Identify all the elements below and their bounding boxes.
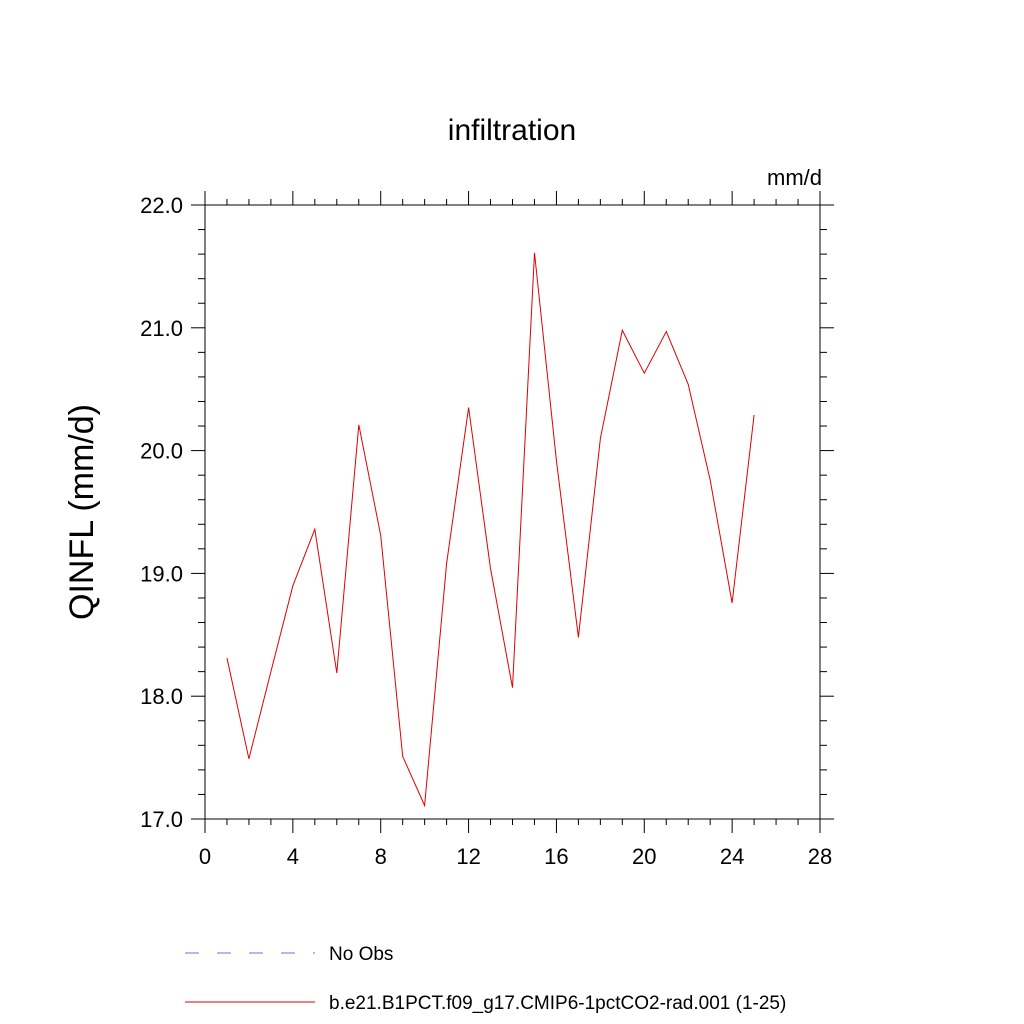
legend-label-model: b.e21.B1PCT.f09_g17.CMIP6-1pctCO2-rad.00… (329, 993, 786, 1014)
x-tick-label: 16 (544, 844, 568, 869)
legend-label-no-obs: No Obs (329, 944, 393, 965)
y-tick-label: 18.0 (140, 684, 183, 709)
x-tick-label: 12 (456, 844, 480, 869)
x-tick-label: 4 (287, 844, 299, 869)
chart-title: infiltration (448, 114, 576, 147)
x-tick-label: 20 (632, 844, 656, 869)
y-tick-label: 19.0 (140, 561, 183, 586)
y-tick-label: 17.0 (140, 807, 183, 832)
series-line (226, 252, 755, 808)
units-label: mm/d (767, 165, 822, 190)
plot-frame (204, 204, 821, 820)
x-tick-label: 28 (808, 844, 832, 869)
y-tick-label: 21.0 (140, 316, 183, 341)
axis-ticks: 0 4 8 12 16 20 24 28 17.0 18.0 19.0 20.0 21.0 22.0 (140, 191, 834, 869)
y-tick-label: 20.0 (140, 439, 183, 464)
y-axis-label: QINFL (mm/d) (63, 404, 101, 620)
x-tick-label: 8 (375, 844, 387, 869)
series-layer (226, 252, 755, 808)
legend: No Obs b.e21.B1PCT.f09_g17.CMIP6-1pctCO2… (185, 944, 786, 1014)
x-tick-label: 24 (720, 844, 744, 869)
y-tick-label: 22.0 (140, 193, 183, 218)
x-tick-label: 0 (199, 844, 211, 869)
